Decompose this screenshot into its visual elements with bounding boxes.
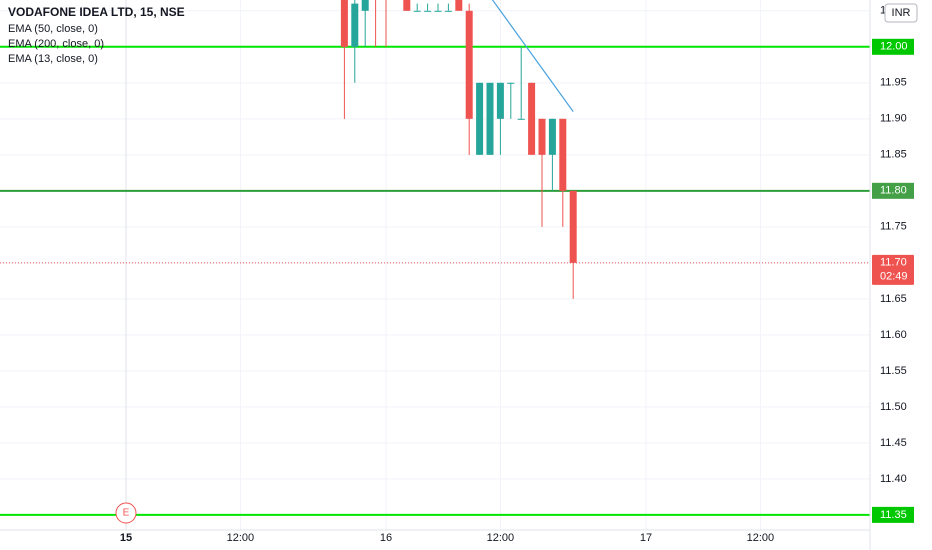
candle-body — [517, 118, 525, 120]
indicator-label: EMA (50, close, 0) — [8, 23, 98, 35]
x-tick-label: 17 — [640, 532, 652, 544]
indicator-label: EMA (200, close, 0) — [8, 38, 104, 50]
y-tick-label: 11.75 — [880, 221, 907, 233]
candle-body — [340, 0, 348, 47]
price-level-label: 11.80 — [880, 185, 907, 197]
candle-body — [465, 10, 473, 119]
candle-body — [528, 82, 536, 155]
event-marker — [115, 502, 137, 524]
currency-box — [884, 3, 918, 23]
candle-body — [351, 3, 359, 47]
price-level-label: 11.35 — [880, 509, 907, 521]
candle-body — [507, 82, 515, 84]
price-level-label: 12.00 — [880, 41, 908, 53]
current-price-label: 11.70 — [880, 257, 907, 269]
candle-body — [486, 82, 494, 155]
candle-body — [569, 190, 577, 263]
candle-body — [434, 10, 442, 12]
x-tick-label: 12:00 — [227, 532, 255, 544]
price-level-tag — [872, 182, 914, 199]
legend: VODAFONE IDEA LTD, 15, NSE EMA (50, clos… — [8, 5, 185, 65]
candle-body — [413, 10, 421, 12]
countdown-label: 02:49 — [880, 271, 908, 283]
candle-body — [444, 10, 452, 12]
indicator-label: EMA (13, close, 0) — [8, 53, 98, 65]
price-level-tag — [872, 38, 914, 55]
candle-body — [548, 118, 556, 155]
y-tick-label: 11.90 — [880, 113, 907, 125]
x-tick-label: 12:00 — [747, 532, 775, 544]
x-tick-label: 16 — [380, 532, 392, 544]
ema-line — [491, 0, 574, 112]
candle-body — [559, 118, 567, 191]
x-tick-label: 12:00 — [487, 532, 515, 544]
currency-label: INR — [892, 7, 911, 19]
y-tick-label: 11.65 — [880, 293, 907, 305]
plot-area — [0, 0, 870, 516]
x-tick-label: 15 — [120, 532, 132, 544]
candle-body — [361, 0, 369, 11]
candle-body — [455, 0, 463, 11]
y-tick-label: 11.50 — [880, 401, 907, 413]
price-level-tag — [872, 506, 914, 523]
event-marker-label: E — [123, 508, 130, 519]
y-tick-label: 11.60 — [880, 329, 907, 341]
candle-body — [476, 82, 484, 155]
y-tick-label: 11.95 — [880, 77, 907, 89]
candle-body — [496, 82, 504, 119]
chart-title: VODAFONE IDEA LTD, 15, NSE — [8, 5, 185, 19]
candle-body — [424, 10, 432, 12]
current-price-tag — [872, 254, 914, 285]
y-tick-label: 11.55 — [880, 365, 907, 377]
y-tick-label: 11.85 — [880, 149, 907, 161]
y-tick-label: 11.45 — [880, 437, 907, 449]
candle-body — [538, 118, 546, 155]
y-tick-label: 11.40 — [880, 473, 907, 485]
candle-body — [403, 0, 411, 11]
